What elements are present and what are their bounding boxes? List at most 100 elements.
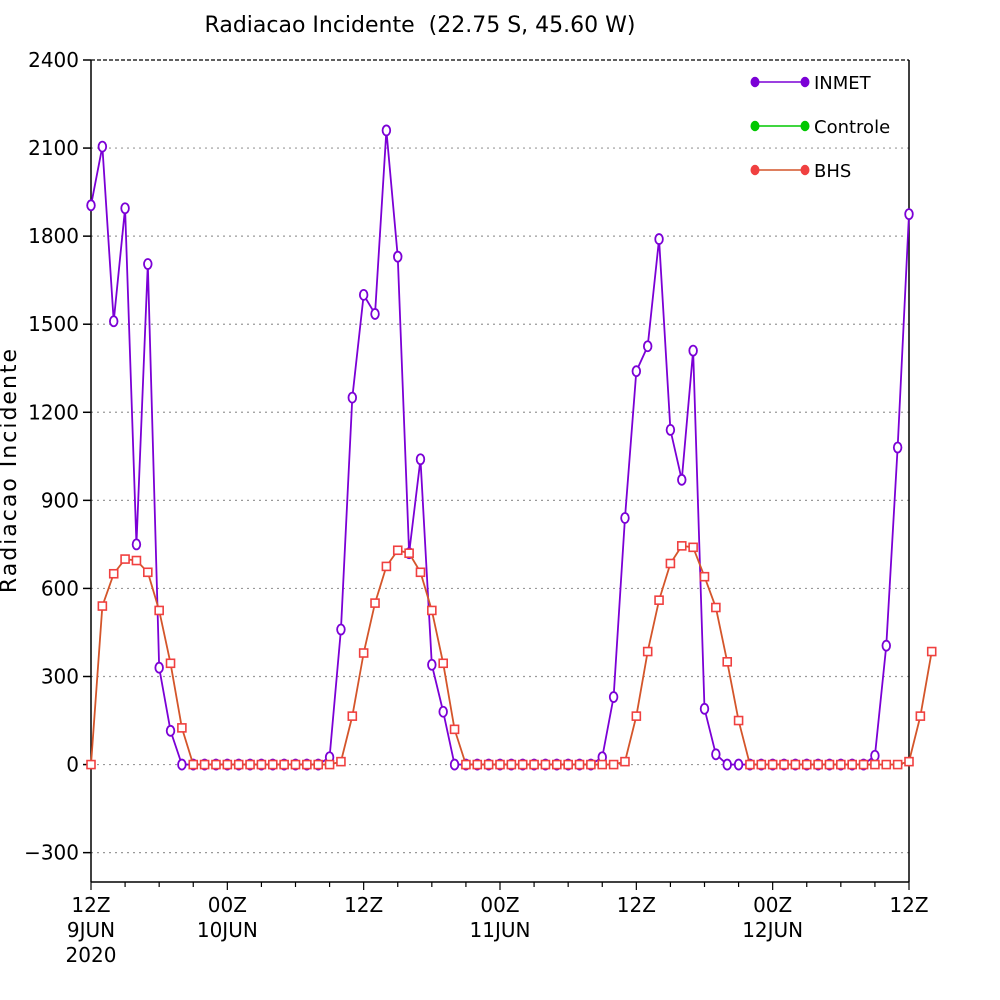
series-bhs — [86, 541, 937, 770]
data-point-bhs — [665, 558, 676, 569]
data-point-bhs — [858, 759, 869, 770]
data-point-bhs — [358, 648, 369, 658]
x-tick-label: 00Z — [753, 893, 792, 917]
data-point-bhs — [392, 545, 403, 556]
series-group — [86, 124, 937, 771]
data-point-inmet — [642, 340, 653, 353]
x-tick-label: 00Z — [208, 893, 247, 917]
data-point-bhs — [801, 759, 812, 770]
y-tick-label: 2100 — [28, 136, 79, 160]
data-point-bhs — [756, 759, 767, 770]
data-point-bhs — [256, 759, 267, 770]
legend-label: Controle — [814, 117, 890, 138]
data-point-bhs — [790, 759, 801, 770]
data-point-bhs — [847, 759, 857, 770]
data-point-bhs — [926, 646, 937, 657]
data-point-bhs — [642, 646, 653, 657]
data-point-bhs — [699, 571, 710, 582]
y-axis-label: Radiacao Incidente — [0, 347, 22, 593]
data-point-inmet — [415, 453, 426, 466]
data-point-bhs — [722, 657, 733, 667]
y-tick-label: 900 — [41, 488, 79, 512]
legend-item-bhs: BHS — [750, 161, 851, 182]
x-tick-label: 11JUN — [470, 918, 531, 942]
data-point-inmet — [870, 749, 880, 762]
data-point-bhs — [290, 759, 301, 770]
data-point-inmet — [722, 758, 732, 771]
data-point-bhs — [347, 711, 358, 721]
data-point-bhs — [449, 724, 460, 735]
data-point-bhs — [279, 759, 289, 770]
data-point-bhs — [381, 561, 392, 572]
y-tick-label: 0 — [66, 753, 79, 777]
data-point-bhs — [324, 759, 335, 770]
data-point-bhs — [881, 759, 892, 770]
data-point-bhs — [529, 759, 539, 770]
data-point-bhs — [177, 723, 187, 733]
axes: −30003006009001200150018002100240012Z9JU… — [24, 48, 929, 967]
x-tick-label: 10JUN — [197, 918, 258, 942]
x-tick-label: 12Z — [71, 893, 110, 917]
data-point-bhs — [415, 567, 426, 578]
data-point-bhs — [370, 598, 380, 608]
data-point-inmet — [449, 758, 460, 771]
data-point-bhs — [745, 759, 755, 770]
legend-item-controle: Controle — [750, 117, 890, 138]
data-point-inmet — [881, 639, 891, 652]
data-point-inmet — [347, 391, 358, 404]
data-point-bhs — [427, 605, 437, 616]
legend-marker — [800, 164, 810, 176]
data-point-bhs — [188, 759, 199, 770]
data-point-bhs — [313, 759, 324, 770]
data-point-inmet — [177, 758, 187, 771]
data-point-inmet — [358, 288, 369, 301]
y-tick-label: 1500 — [28, 312, 79, 336]
data-point-bhs — [767, 759, 778, 770]
x-tick-label: 12JUN — [742, 918, 803, 942]
data-point-bhs — [336, 756, 346, 767]
data-point-inmet — [336, 623, 346, 636]
data-point-bhs — [574, 759, 585, 770]
data-point-inmet — [620, 512, 630, 524]
data-point-bhs — [472, 759, 483, 770]
data-point-bhs — [688, 542, 698, 553]
data-point-inmet — [699, 702, 710, 715]
data-point-inmet — [631, 365, 642, 378]
data-point-inmet — [654, 233, 664, 245]
data-point-bhs — [711, 602, 721, 613]
data-point-bhs — [233, 759, 244, 770]
data-point-inmet — [608, 691, 619, 703]
data-point-inmet — [86, 199, 96, 212]
data-point-bhs — [915, 711, 926, 721]
y-tick-label: 1200 — [28, 400, 79, 424]
legend-label: BHS — [814, 161, 851, 182]
data-point-bhs — [154, 605, 164, 616]
legend-marker — [800, 120, 810, 132]
data-point-bhs — [631, 711, 642, 721]
legend-marker — [800, 76, 810, 88]
data-point-bhs — [438, 658, 448, 669]
series-line-bhs — [90, 544, 933, 766]
data-point-bhs — [517, 759, 528, 770]
y-tick-label: 300 — [41, 665, 79, 689]
data-point-inmet — [370, 308, 380, 320]
data-point-bhs — [86, 759, 96, 770]
data-point-inmet — [711, 748, 721, 761]
x-tick-label: 00Z — [480, 893, 519, 917]
data-point-bhs — [97, 601, 108, 611]
data-point-bhs — [563, 759, 573, 770]
data-point-inmet — [892, 441, 903, 454]
data-point-inmet — [165, 724, 176, 737]
data-point-inmet — [427, 658, 437, 671]
data-point-bhs — [404, 548, 414, 559]
chart-title: Radiacao Incidente (22.75 S, 45.60 W) — [205, 13, 636, 38]
data-point-bhs — [892, 759, 903, 770]
data-point-bhs — [904, 756, 914, 767]
data-point-inmet — [97, 140, 108, 153]
data-point-bhs — [654, 595, 664, 605]
x-tick-label: 2020 — [66, 943, 117, 967]
y-tick-label: −300 — [24, 841, 79, 865]
data-point-inmet — [131, 538, 142, 551]
data-point-bhs — [586, 759, 596, 770]
